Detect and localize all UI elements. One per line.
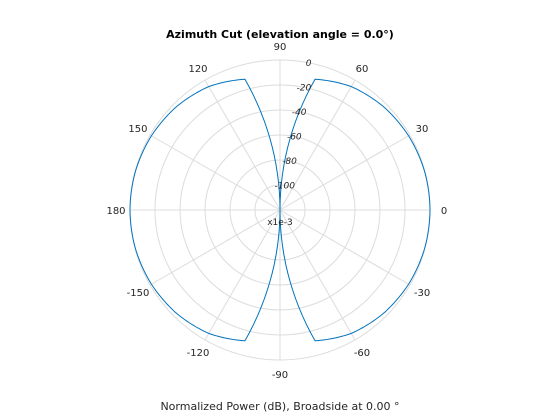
angle-tick-label: 180: [106, 206, 125, 217]
angle-tick-label: -150: [127, 288, 150, 299]
angle-tick-label: 90: [274, 42, 287, 53]
radial-tick-label: -40: [292, 108, 307, 118]
grid-spoke: [279, 209, 356, 341]
angle-tick-label: 60: [356, 64, 369, 75]
grid-spoke: [204, 79, 281, 211]
polar-grid: [129, 59, 431, 361]
pattern-series: [129, 78, 431, 342]
angle-tick-label: -30: [414, 288, 430, 299]
radial-tick-label: -60: [287, 132, 302, 142]
angle-tick-label: -60: [354, 348, 370, 359]
grid-spoke: [204, 209, 281, 341]
angle-tick-label: 30: [416, 124, 429, 135]
grid-spoke: [279, 79, 356, 211]
angle-tick-label: -120: [187, 348, 210, 359]
grid-spoke: [279, 134, 411, 211]
grid-spoke: [149, 134, 281, 211]
tick-labels: 0 30 60 90 120 150 180 -150 -120 -90 -60 -30 0 -20 -40…: [106, 42, 447, 381]
angle-tick-label: 120: [188, 64, 207, 75]
series-layer: [129, 78, 431, 342]
angle-tick-label: 0: [441, 206, 447, 217]
chart-title: Azimuth Cut (elevation angle = 0.0°): [166, 28, 394, 41]
x-axis-label: Normalized Power (dB), Broadside at 0.00…: [160, 400, 399, 413]
angle-tick-label: -90: [272, 370, 288, 381]
grid-spoke: [279, 209, 411, 286]
radial-tick-label: -100: [275, 181, 296, 191]
radial-scale-note: x1e-3: [267, 218, 293, 228]
radial-tick-label: 0: [306, 59, 312, 69]
angle-tick-label: 150: [128, 124, 147, 135]
grid-spoke: [149, 209, 281, 286]
radial-tick-label: -80: [282, 157, 297, 167]
radial-tick-label: -20: [296, 83, 311, 93]
